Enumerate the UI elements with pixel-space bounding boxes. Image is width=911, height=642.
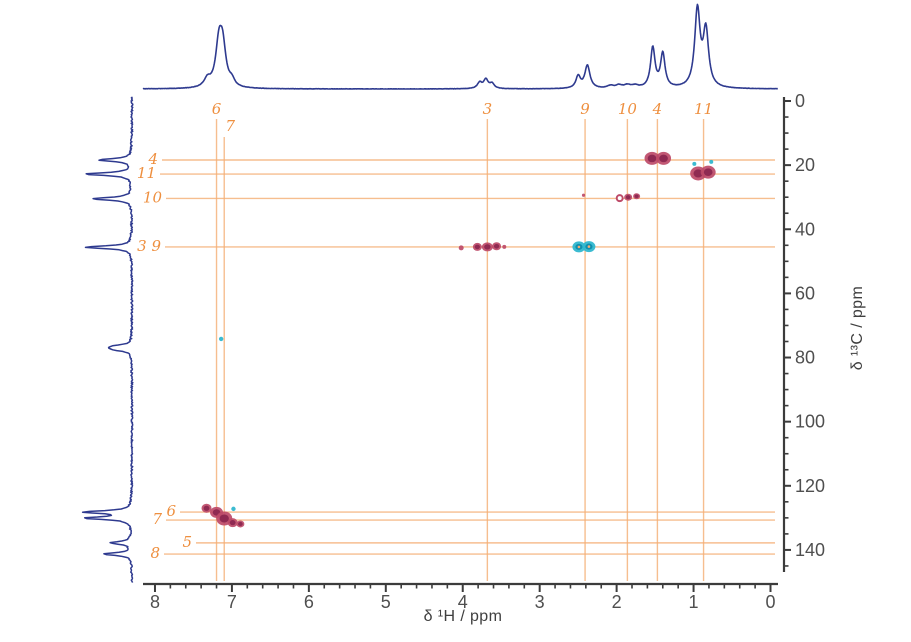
cross-peak-red-core	[484, 244, 491, 250]
cross-peak-red	[581, 193, 586, 197]
c-projection-trace	[81, 96, 134, 583]
cross-peak-teal	[709, 159, 714, 164]
cross-peak-teal	[218, 336, 224, 342]
cross-peak-red-core	[659, 154, 668, 163]
h-projection-trace	[142, 3, 778, 90]
h-gridline-label: 3	[483, 100, 493, 118]
x-tick-label: 8	[150, 592, 160, 612]
cross-peaks	[201, 151, 716, 528]
h-gridline-label: 11	[694, 100, 713, 118]
cross-peak-teal	[231, 506, 236, 512]
x-axis: 8 7 6 5 4 3 2 1 0	[143, 582, 778, 612]
c-gridline-label: 11	[137, 164, 156, 182]
x-tick-label: 7	[227, 592, 237, 612]
y-tick-label: 100	[795, 412, 825, 432]
h-gridline-label: 4	[652, 100, 663, 118]
gridline-showthrough-dot	[577, 245, 581, 249]
cross-peak-red-core	[703, 168, 713, 176]
cross-peak-red-core	[693, 169, 703, 178]
cross-peak-red	[502, 244, 507, 249]
y-tick-label: 40	[795, 219, 815, 239]
x-axis-title: δ ¹H / ppm	[423, 608, 503, 625]
cross-peak-red	[458, 245, 464, 251]
y-axis: 0 20 40 60 80 100 120 140	[782, 91, 825, 572]
x-tick-label: 2	[612, 592, 622, 612]
x-tick-label: 5	[381, 592, 391, 612]
c-gridline-label: 8	[150, 544, 160, 562]
cross-peak-red-core	[493, 243, 500, 249]
c-gridline-label: 5	[182, 533, 192, 551]
c-gridline-label: 4	[147, 150, 158, 168]
h-gridline-label: 9	[580, 100, 590, 118]
cross-peak-red-core	[634, 194, 639, 198]
h-gridline-label: 10	[618, 100, 638, 118]
cross-peak-red-core	[203, 505, 210, 511]
h-gridline-label: 6	[212, 100, 222, 118]
y-tick-label: 60	[795, 283, 815, 303]
c-gridline-label: 7	[152, 510, 162, 528]
y-tick-label: 140	[795, 540, 825, 560]
c-gridline-label: 10	[143, 188, 163, 206]
cross-peak-teal	[692, 161, 697, 166]
x-tick-label: 3	[535, 592, 545, 612]
x-tick-label: 6	[304, 592, 314, 612]
gridline-showthrough-dot	[587, 245, 591, 248]
cross-peak-red-core	[474, 244, 480, 250]
cross-peak-red-core	[229, 520, 236, 526]
y-tick-label: 120	[795, 476, 825, 496]
cross-peak-red-core	[625, 195, 631, 200]
c-gridline-label: 6	[166, 502, 176, 520]
cross-peak-red-core	[238, 521, 243, 526]
y-axis-title: δ ¹³C / ppm	[849, 285, 866, 371]
cross-peak-red-core	[647, 154, 657, 163]
x-tick-label: 4	[458, 592, 468, 612]
x-tick-label: 0	[765, 592, 775, 612]
cross-peak-red-open	[615, 194, 624, 203]
y-tick-label: 20	[795, 155, 815, 175]
y-tick-label: 0	[795, 91, 805, 111]
x-tick-label: 1	[689, 592, 699, 612]
cross-peak-red-core	[219, 514, 229, 523]
c-gridline-label: 3 9	[137, 237, 161, 255]
h-gridline-label: 7	[225, 117, 235, 135]
y-tick-label: 80	[795, 348, 815, 368]
